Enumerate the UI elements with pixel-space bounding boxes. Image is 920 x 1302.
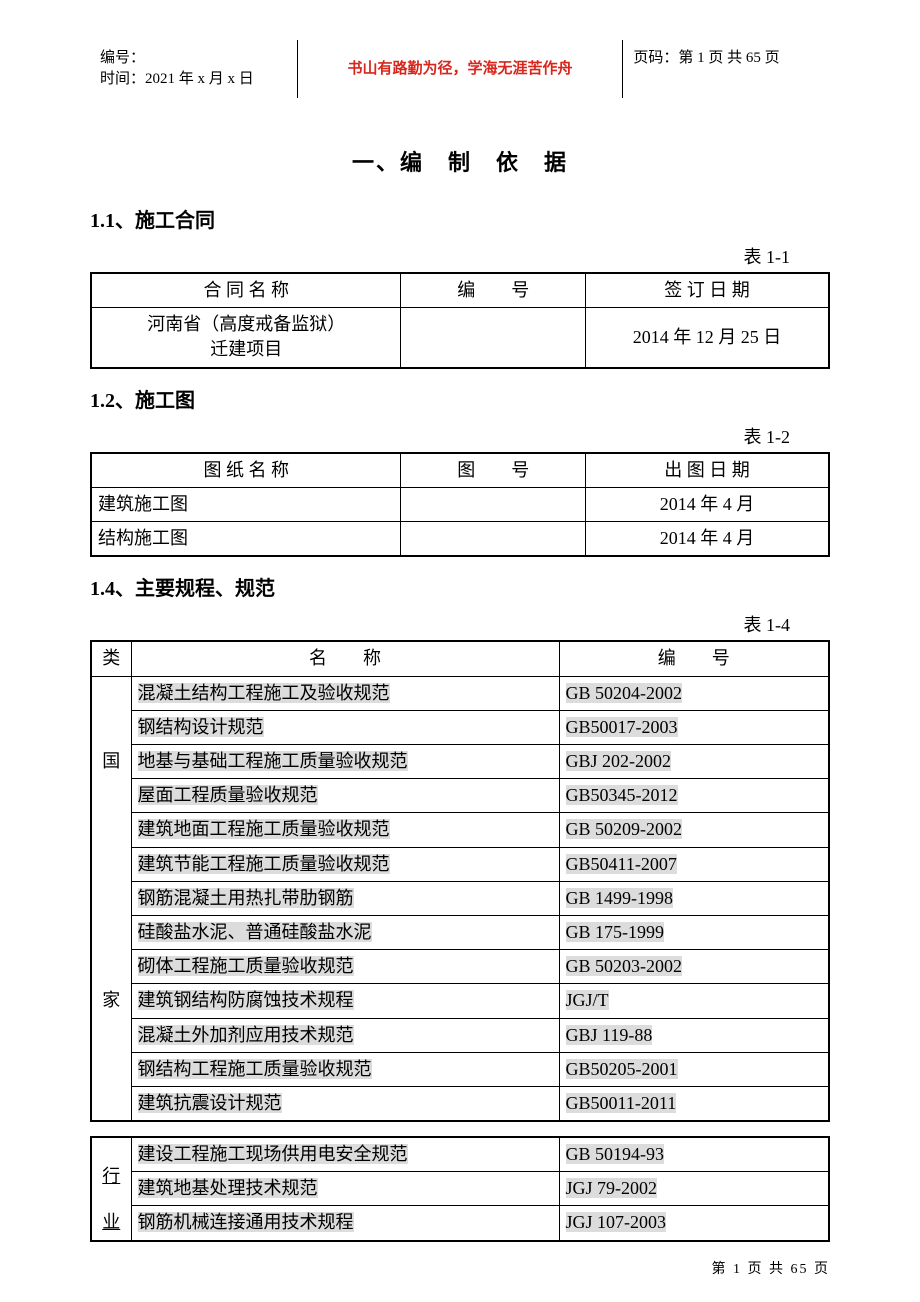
- t14-i-r3-name: 钢筋机械连接通用技术规程: [131, 1206, 559, 1241]
- t14-cat2b: 业: [91, 1206, 131, 1241]
- t12-r2-name: 结构施工图: [91, 522, 401, 557]
- t11-name-l2: 迁建项目: [210, 339, 282, 359]
- t11-name-l1: 河南省（高度戒备监狱）: [147, 314, 345, 334]
- t14-n-r4-code: GB50345-2012: [559, 779, 829, 813]
- t14-col3: 编 号: [559, 641, 829, 676]
- t14-n-r2-name: 钢结构设计规范: [131, 710, 559, 744]
- t14-cat2a: 行: [91, 1137, 131, 1206]
- t14-col2: 名 称: [131, 641, 559, 676]
- table-1-4-industry: 行 建设工程施工现场供用电安全规范 GB 50194-93 建筑地基处理技术规范…: [90, 1136, 830, 1242]
- t12-r2-date: 2014 年 4 月: [585, 522, 829, 557]
- page-footer: 第 1 页 共 65 页: [90, 1260, 830, 1280]
- t14-n-r3-code: GBJ 202-2002: [559, 745, 829, 779]
- t14-n-r1-code: GB 50204-2002: [559, 676, 829, 710]
- t12-col1: 图 纸 名 称: [91, 453, 401, 488]
- t14-n-r3-name: 地基与基础工程施工质量验收规范: [131, 745, 559, 779]
- section-1-1-heading: 1.1、施工合同: [90, 207, 830, 235]
- t14-n-r7-name: 钢筋混凝土用热扎带肋钢筋: [131, 881, 559, 915]
- t11-col2: 编 号: [401, 273, 586, 308]
- t11-date: 2014 年 12 月 25 日: [585, 308, 829, 368]
- t14-n-r8-code: GB 175-1999: [559, 915, 829, 949]
- t14-cat1-gap1: [91, 847, 131, 984]
- t14-n-r12-name: 钢结构工程施工质量验收规范: [131, 1052, 559, 1086]
- t14-n-r11-name: 混凝土外加剂应用技术规范: [131, 1018, 559, 1052]
- t14-n-r11-code: GBJ 119-88: [559, 1018, 829, 1052]
- section-1-2-heading: 1.2、施工图: [90, 387, 830, 415]
- t14-n-r5-code: GB 50209-2002: [559, 813, 829, 847]
- t12-r1-num: [401, 487, 586, 521]
- t11-name: 河南省（高度戒备监狱） 迁建项目: [91, 308, 401, 368]
- page-value: 第 1 页 共 65 页: [678, 50, 779, 66]
- t14-n-r5-name: 建筑地面工程施工质量验收规范: [131, 813, 559, 847]
- t14-n-r9-name: 砌体工程施工质量验收规范: [131, 950, 559, 984]
- t14-n-r8-name: 硅酸盐水泥、普通硅酸盐水泥: [131, 915, 559, 949]
- t14-n-r1-name: 混凝土结构工程施工及验收规范: [131, 676, 559, 710]
- t14-n-r7-code: GB 1499-1998: [559, 881, 829, 915]
- header-right-cell: 页码：第 1 页 共 65 页: [623, 40, 830, 98]
- t11-col3: 签 订 日 期: [585, 273, 829, 308]
- t11-number: [401, 308, 586, 368]
- t14-i-r1-code: GB 50194-93: [559, 1137, 829, 1172]
- t12-r1-name: 建筑施工图: [91, 487, 401, 521]
- document-header: 编号： 时间：2021 年 x 月 x 日 书山有路勤为径，学海无涯苦作舟 页码…: [90, 40, 830, 98]
- t14-n-r2-code: GB50017-2003: [559, 710, 829, 744]
- table-1-2: 图 纸 名 称 图 号 出 图 日 期 建筑施工图 2014 年 4 月 结构施…: [90, 452, 830, 558]
- t14-n-r12-code: GB50205-2001: [559, 1052, 829, 1086]
- page-container: 编号： 时间：2021 年 x 月 x 日 书山有路勤为径，学海无涯苦作舟 页码…: [0, 0, 920, 1299]
- t14-n-r6-code: GB50411-2007: [559, 847, 829, 881]
- t12-col3: 出 图 日 期: [585, 453, 829, 488]
- t12-col2: 图 号: [401, 453, 586, 488]
- table-1-2-label: 表 1-2: [90, 425, 830, 450]
- header-left-cell: 编号： 时间：2021 年 x 月 x 日: [90, 40, 297, 98]
- t14-n-r13-code: GB50011-2011: [559, 1086, 829, 1121]
- time-value: 2021 年 x 月 x 日: [145, 71, 254, 87]
- t14-n-r13-name: 建筑抗震设计规范: [131, 1086, 559, 1121]
- t14-cat1-gap2: [91, 1018, 131, 1121]
- t14-cat1a: 国: [91, 676, 131, 847]
- header-motto: 书山有路勤为径，学海无涯苦作舟: [297, 40, 623, 98]
- main-title: 一、编 制 依 据: [90, 148, 830, 179]
- t14-n-r9-code: GB 50203-2002: [559, 950, 829, 984]
- time-label: 时间：: [100, 71, 145, 87]
- t14-n-r10-code: JGJ/T: [559, 984, 829, 1018]
- t11-col1: 合 同 名 称: [91, 273, 401, 308]
- table-1-4-label: 表 1-4: [90, 613, 830, 638]
- table-1-4-national: 类 名 称 编 号 国 混凝土结构工程施工及验收规范 GB 50204-2002…: [90, 640, 830, 1122]
- t14-n-r6-name: 建筑节能工程施工质量验收规范: [131, 847, 559, 881]
- t12-r1-date: 2014 年 4 月: [585, 487, 829, 521]
- serial-label: 编号：: [100, 50, 145, 66]
- t14-i-r2-code: JGJ 79-2002: [559, 1172, 829, 1206]
- t14-i-r3-code: JGJ 107-2003: [559, 1206, 829, 1241]
- table-1-1: 合 同 名 称 编 号 签 订 日 期 河南省（高度戒备监狱） 迁建项目 201…: [90, 272, 830, 369]
- t14-i-r1-name: 建设工程施工现场供用电安全规范: [131, 1137, 559, 1172]
- t14-n-r10-name: 建筑钢结构防腐蚀技术规程: [131, 984, 559, 1018]
- t14-cat1b: 家: [91, 984, 131, 1018]
- t14-i-r2-name: 建筑地基处理技术规范: [131, 1172, 559, 1206]
- t14-n-r4-name: 屋面工程质量验收规范: [131, 779, 559, 813]
- section-1-4-heading: 1.4、主要规程、规范: [90, 575, 830, 603]
- table-1-1-label: 表 1-1: [90, 245, 830, 270]
- page-label: 页码：: [633, 50, 678, 66]
- t14-col1: 类: [91, 641, 131, 676]
- t12-r2-num: [401, 522, 586, 557]
